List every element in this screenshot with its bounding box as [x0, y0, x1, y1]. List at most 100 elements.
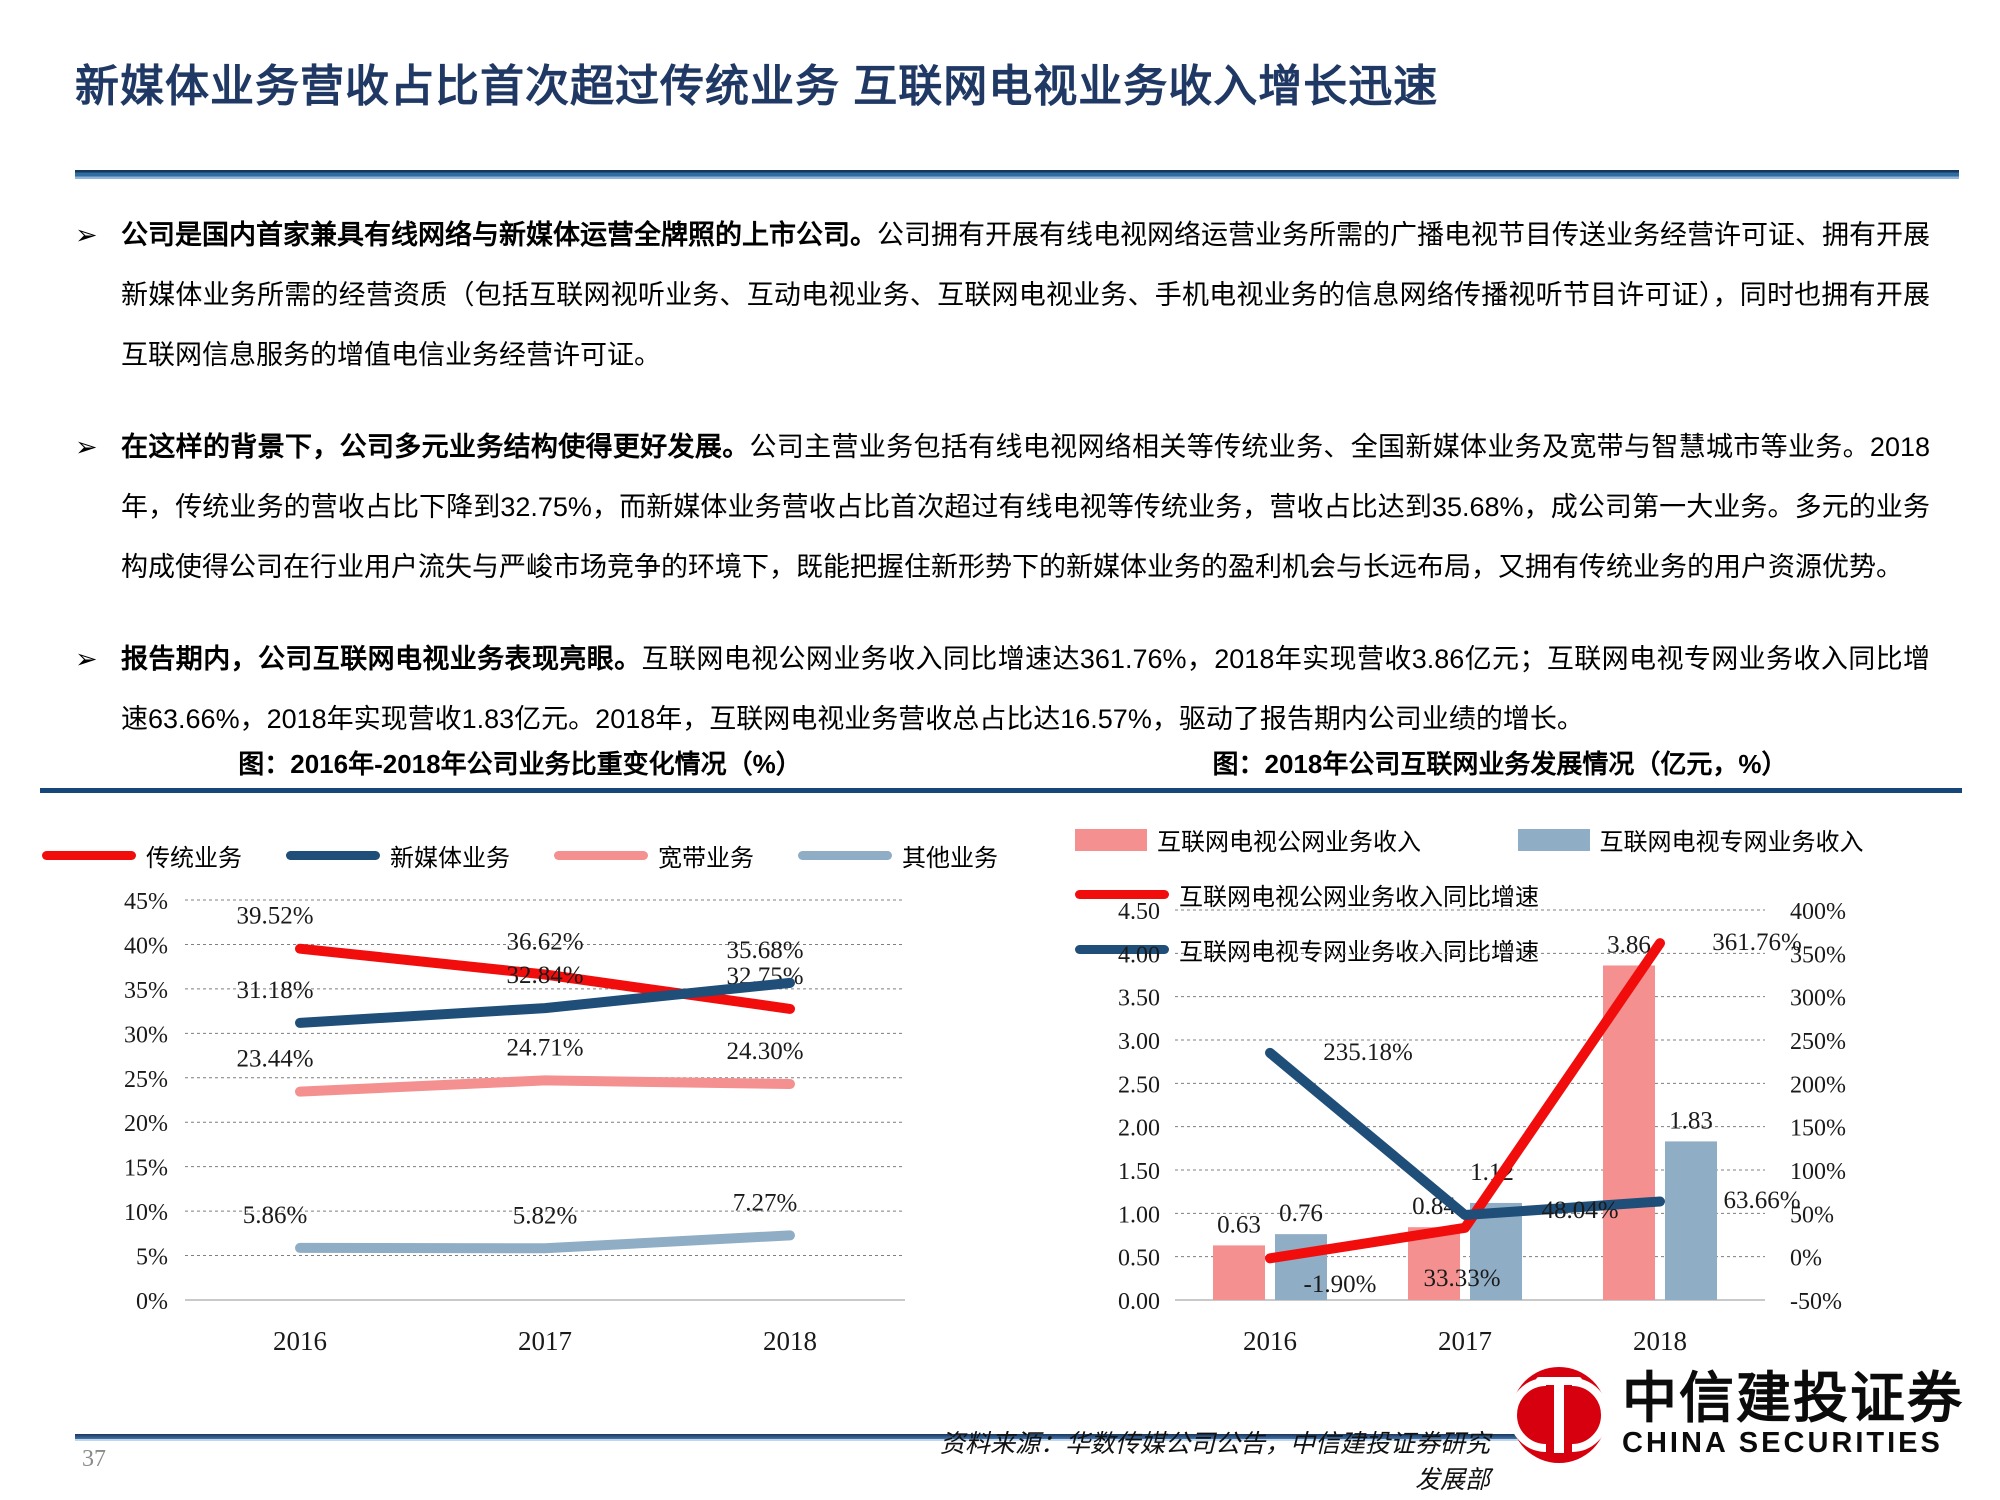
x-axis-tick: 2018 [763, 1326, 817, 1356]
y-axis-tick: 45% [124, 889, 168, 915]
data-label: 33.33% [1423, 1265, 1500, 1292]
left-axis-tick: 3.50 [1118, 986, 1160, 1012]
y-axis-tick: 25% [124, 1067, 168, 1093]
footer-divider [75, 1434, 1527, 1441]
data-label: 36.62% [506, 928, 583, 955]
bullet-body: 公司主营业务包括有线电视网络相关等传统业务、全国新媒体业务及宽带与智慧城市等业务… [121, 432, 1930, 582]
data-label: 23.44% [236, 1046, 313, 1073]
y-axis-tick: 10% [124, 1200, 168, 1226]
series-line [295, 943, 795, 1014]
bullet-arrow-icon: ➢ [75, 220, 98, 250]
title-divider [75, 170, 1959, 179]
legend-label: 传统业务 [146, 845, 242, 872]
bar [1665, 1141, 1717, 1300]
legend-label: 其他业务 [902, 845, 998, 872]
data-label: 24.71% [506, 1034, 583, 1061]
bar [1470, 1202, 1522, 1300]
legend-item: 传统业务 [42, 838, 242, 873]
legend-item: 互联网电视公网业务收入 [1075, 822, 1518, 857]
bullet-lead: 报告期内，公司互联网电视业务表现亮眼。 [121, 644, 642, 674]
data-label: 235.18% [1323, 1039, 1413, 1066]
right-axis-tick: 200% [1790, 1072, 1846, 1098]
right-axis-tick: -50% [1790, 1289, 1842, 1315]
bullet-lead: 公司是国内首家兼具有线网络与新媒体运营全牌照的上市公司。 [121, 220, 877, 250]
citic-emblem-icon [1509, 1367, 1609, 1463]
legend-swatch-icon [286, 851, 380, 860]
caption-divider [40, 788, 1962, 793]
china-securities-logo: 中信建投证券 CHINA SECURITIES [1508, 1364, 1964, 1466]
legend-item: 互联网电视公网业务收入同比增速 [1075, 877, 1539, 912]
logo-name-cn: 中信建投证券 [1622, 1366, 1965, 1429]
right-axis-tick: 400% [1790, 899, 1846, 925]
series-line [295, 1075, 795, 1097]
bullet-item: ➢ 报告期内，公司互联网电视业务表现亮眼。互联网电视公网业务收入同比增速达361… [75, 629, 1930, 749]
legend-swatch-icon [798, 851, 892, 860]
bar [1213, 1245, 1265, 1300]
data-label: 3.86 [1607, 931, 1651, 958]
bar [1275, 1234, 1327, 1300]
right-axis-tick: 0% [1790, 1246, 1822, 1272]
left-axis-tick: 1.00 [1118, 1202, 1160, 1228]
legend-swatch-icon [1075, 828, 1147, 851]
logo-text: 中信建投证券 CHINA SECURITIES [1622, 1366, 1965, 1461]
legend-swatch-icon [1075, 945, 1169, 954]
data-label: 39.52% [236, 903, 313, 930]
right-axis-tick: 300% [1790, 986, 1846, 1012]
bullet-text: 在这样的背景下，公司多元业务结构使得更好发展。公司主营业务包括有线电视网络相关等… [121, 417, 1930, 597]
left-axis-tick: 2.00 [1118, 1116, 1160, 1142]
data-label: 48.04% [1541, 1197, 1618, 1224]
left-axis-tick: 0.00 [1118, 1289, 1160, 1315]
legend-label: 新媒体业务 [390, 845, 510, 872]
x-axis-tick: 2016 [273, 1326, 327, 1356]
bullet-arrow-icon: ➢ [75, 644, 98, 674]
data-label: 35.68% [726, 937, 803, 964]
logo-name-en: CHINA SECURITIES [1622, 1427, 1943, 1460]
y-axis-tick: 0% [136, 1289, 168, 1315]
source-note: 资料来源：华数传媒公司公告，中信建投证券研究发展部 [940, 1430, 1491, 1494]
left-axis-tick: 4.50 [1118, 899, 1160, 925]
data-label: 1.83 [1669, 1107, 1713, 1134]
data-label: -1.90% [1304, 1271, 1377, 1298]
page-number: 37 [82, 1446, 106, 1472]
bullet-item: ➢ 公司是国内首家兼具有线网络与新媒体运营全牌照的上市公司。公司拥有开展有线电视… [75, 205, 1930, 385]
legend-item: 宽带业务 [554, 838, 754, 873]
y-axis-tick: 20% [124, 1111, 168, 1137]
series-line [1265, 938, 1665, 1264]
bullet-arrow-icon: ➢ [75, 432, 98, 462]
legend-swatch-icon [1075, 890, 1169, 899]
left-axis-tick: 3.00 [1118, 1029, 1160, 1055]
data-label: 7.27% [733, 1189, 798, 1216]
data-label: 63.66% [1723, 1187, 1800, 1214]
bullet-body: 公司拥有开展有线电视网络运营业务所需的广播电视节目传送业务经营许可证、拥有开展新… [121, 220, 1930, 370]
chart-caption-right: 图：2018年公司互联网业务发展情况（亿元，%） [1212, 749, 1788, 779]
bullet-text: 公司是国内首家兼具有线网络与新媒体运营全牌照的上市公司。公司拥有开展有线电视网络… [121, 205, 1930, 385]
left-axis-tick: 1.50 [1118, 1159, 1160, 1185]
right-chart-legend: 互联网电视公网业务收入 互联网电视专网业务收入 互联网电视公网业务收入同比增速 互联网… [1075, 822, 1960, 967]
legend-swatch-icon [42, 851, 136, 860]
legend-swatch-icon [1517, 828, 1590, 851]
series-line [295, 977, 795, 1028]
right-axis-tick: 150% [1790, 1116, 1846, 1142]
bullet-item: ➢ 在这样的背景下，公司多元业务结构使得更好发展。公司主营业务包括有线电视网络相… [75, 417, 1930, 597]
data-label: 24.30% [726, 1038, 803, 1065]
legend-item: 新媒体业务 [286, 838, 510, 873]
x-axis-tick: 2017 [1438, 1326, 1492, 1356]
left-chart-legend: 传统业务 新媒体业务 宽带业务 其他业务 [40, 838, 1000, 873]
series-line [1265, 1047, 1665, 1221]
legend-label: 互联网电视公网业务收入 [1157, 829, 1421, 856]
data-label: 0.63 [1217, 1211, 1261, 1238]
left-axis-tick: 4.00 [1118, 942, 1160, 968]
data-label: 31.18% [236, 977, 313, 1004]
series-line [295, 1230, 795, 1254]
x-axis-tick: 2017 [518, 1326, 572, 1356]
legend-label: 互联网电视公网业务收入同比增速 [1179, 884, 1539, 911]
legend-item: 互联网电视专网业务收入 [1517, 822, 1961, 857]
legend-item: 其他业务 [798, 838, 998, 873]
page-title: 新媒体业务营收占比首次超过传统业务 互联网电视业务收入增长迅速 [75, 62, 1439, 111]
right-axis-tick: 50% [1790, 1202, 1834, 1228]
bullet-body: 互联网电视公网业务收入同比增速达361.76%，2018年实现营收3.86亿元；… [121, 644, 1931, 734]
data-label: 361.76% [1712, 929, 1802, 956]
right-axis-tick: 350% [1790, 942, 1846, 968]
bullet-list: ➢ 公司是国内首家兼具有线网络与新媒体运营全牌照的上市公司。公司拥有开展有线电视… [75, 205, 1930, 781]
